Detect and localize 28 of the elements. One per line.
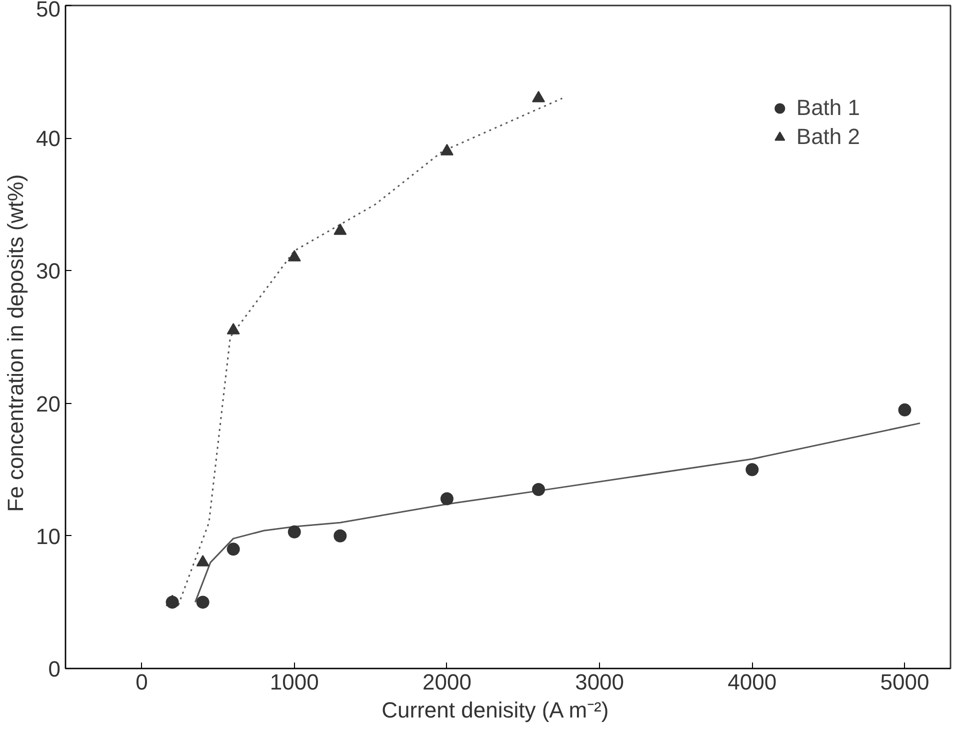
y-tick-label: 50 — [36, 0, 61, 22]
point — [288, 525, 301, 538]
point — [440, 144, 454, 156]
x-tick-label: 2000 — [422, 670, 472, 694]
x-tick-label: 5000 — [880, 670, 930, 694]
point — [746, 463, 759, 476]
point — [440, 492, 454, 506]
x-axis-title: Current denisity (A m⁻²) — [382, 698, 609, 722]
y-tick-label: 30 — [36, 258, 61, 284]
y-axis-title: Fe concentration in deposits (wt%) — [3, 174, 28, 512]
y-tick-label: 40 — [36, 126, 61, 152]
point — [288, 250, 301, 262]
point — [334, 223, 347, 235]
y-tick-label: 10 — [36, 524, 61, 549]
x-tick-label: 1000 — [270, 670, 319, 694]
point — [898, 403, 912, 416]
point — [226, 322, 240, 334]
x-tick-label: 3000 — [575, 670, 624, 694]
point — [532, 483, 546, 496]
point — [532, 90, 546, 102]
x-tick-label: 0 — [136, 670, 148, 694]
y-tick-label: 20 — [36, 391, 61, 416]
point — [226, 542, 240, 556]
point — [334, 529, 347, 542]
point — [196, 596, 210, 609]
legend-label: Bath 1 — [796, 95, 860, 121]
legend-label: Bath 2 — [796, 124, 860, 150]
x-tick-label: 4000 — [728, 670, 777, 694]
